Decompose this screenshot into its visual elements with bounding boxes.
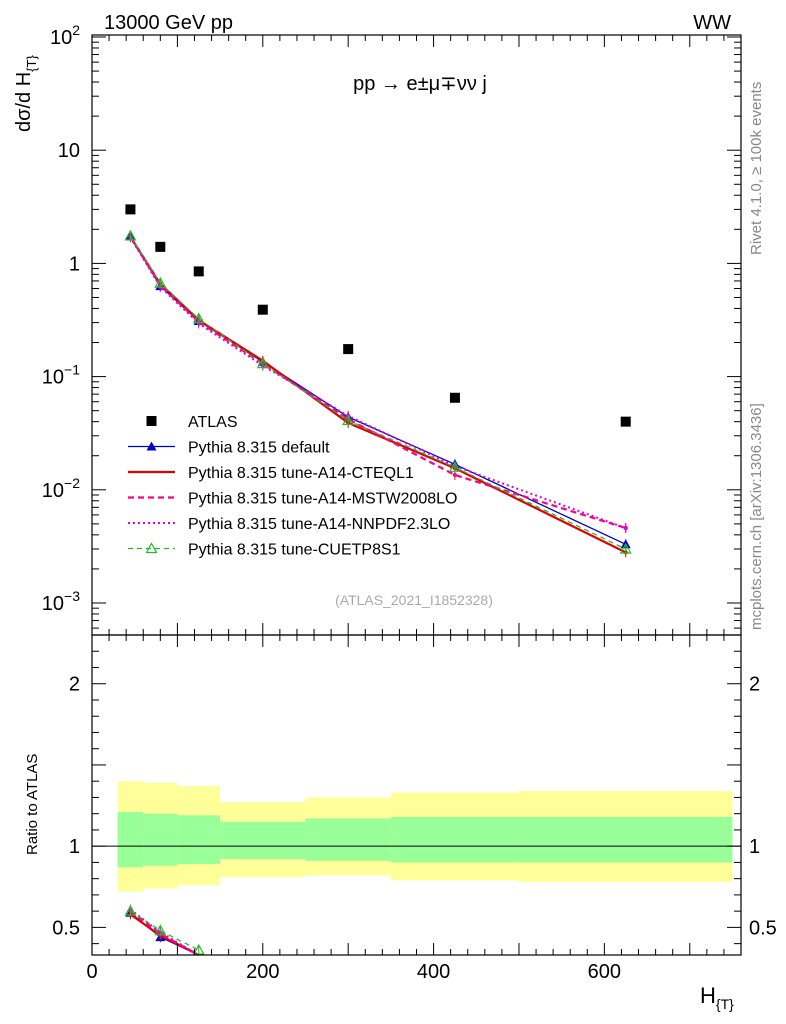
ratio-ylabel: Ratio to ATLAS <box>24 754 41 855</box>
main-ytick-label: 10−1 <box>42 362 80 389</box>
atlas-data-point <box>155 241 166 252</box>
atlas-data-point <box>257 304 268 315</box>
legend-nnpdf-label: Pythia 8.315 tune-A14-NNPDF2.3LO <box>188 516 450 533</box>
header-left: 13000 GeV pp <box>104 12 233 34</box>
ratio-band-inner <box>143 813 178 866</box>
ratio-xtick-label: 200 <box>246 961 279 983</box>
ratio-ytick-label-right: 1 <box>749 836 760 858</box>
legend-default-label: Pythia 8.315 default <box>188 440 330 457</box>
main-ytick-label: 1 <box>69 253 80 275</box>
rivet-label: Rivet 4.1.0, ≥ 100k events <box>748 82 765 255</box>
main-ytick-label: 10−2 <box>42 475 80 502</box>
ratio-band-inner <box>220 821 306 860</box>
atlas-data-point <box>620 416 631 427</box>
main-cuetp-marker <box>154 276 167 288</box>
ratio-band-inner <box>390 816 519 863</box>
ratio-mstw-line <box>129 910 200 956</box>
legend-default-marker <box>146 441 157 451</box>
ratio-cuetp-line <box>130 910 199 951</box>
ratio-xtick-label: 400 <box>417 961 450 983</box>
atlas-data-point <box>449 392 460 403</box>
main-cuetp-marker <box>192 312 205 324</box>
main-ytick-label: 10 <box>58 140 80 162</box>
main-cuetp-marker <box>448 461 461 472</box>
atlas-data-point <box>343 344 354 355</box>
ratio-band-inner <box>177 815 221 865</box>
main-ytick-label: 102 <box>50 22 80 49</box>
legend-cuetp-marker <box>145 542 158 554</box>
ratio-ytick-label-right: 2 <box>749 674 760 696</box>
main-cuetp-marker <box>256 357 269 369</box>
ratio-ytick-label-right: 0.5 <box>749 917 777 939</box>
ratio-ytick-label-left: 0.5 <box>52 917 80 939</box>
main-ylabel: dσ/d H{T} <box>13 55 39 132</box>
mcplots-label: mcplots.cern.ch [arXiv:1306.3436] <box>748 403 765 630</box>
main-nnpdf-marker <box>623 525 628 530</box>
legend-atlas-marker <box>146 416 157 426</box>
ratio-ytick-label-left: 1 <box>69 836 80 858</box>
process-title: pp → e±μ∓νν j <box>353 73 487 95</box>
main-mstw-line <box>129 236 627 530</box>
main-mstw-marker <box>452 473 457 478</box>
ratio-xtick-label: 600 <box>588 961 621 983</box>
main-cuetp-marker <box>342 414 355 426</box>
ratio-cuetp-marker <box>192 943 205 955</box>
atlas-data-point <box>193 266 204 277</box>
ratio-xlabel: H{T} <box>700 983 734 1012</box>
main-cuetp-marker <box>619 542 632 554</box>
ratio-band-inner <box>305 818 391 861</box>
main-cuetp-marker <box>124 229 137 241</box>
legend-cteq-label: Pythia 8.315 tune-A14-CTEQL1 <box>188 465 414 482</box>
ratio-band-inner <box>117 812 144 868</box>
header-right: WW <box>693 12 731 34</box>
ratio-xtick-label: 0 <box>86 961 97 983</box>
ratio-cuetp-marker <box>124 904 137 916</box>
legend-cuetp-label: Pythia 8.315 tune-CUETP8S1 <box>188 542 401 559</box>
main-nnpdf-line <box>129 236 627 529</box>
ratio-ytick-label-left: 2 <box>69 674 80 696</box>
atlas-data-point <box>125 204 136 215</box>
legend-data-label: ATLAS <box>188 414 238 431</box>
ratio-cuetp-marker <box>154 924 167 936</box>
analysis-watermark: (ATLAS_2021_I1852328) <box>335 592 493 608</box>
main-ytick-label: 10−3 <box>42 588 80 615</box>
ratio-band-inner <box>518 816 733 863</box>
legend-mstw-label: Pythia 8.315 tune-A14-MSTW2008LO <box>188 491 457 508</box>
